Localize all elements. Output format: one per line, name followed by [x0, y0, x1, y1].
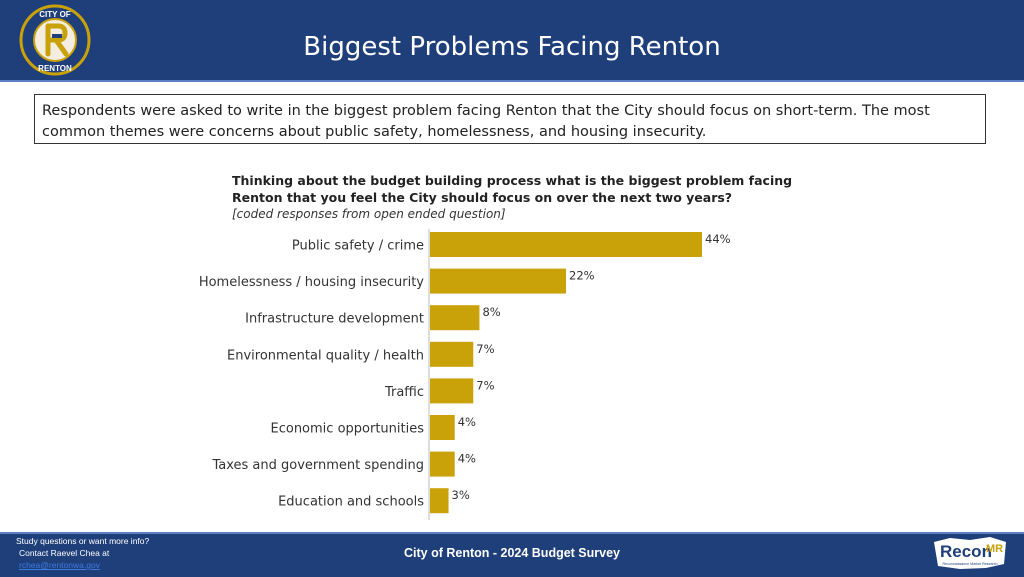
footer-bar	[0, 532, 1024, 577]
contact-line-2: Contact Raevel Chea at	[19, 548, 110, 558]
footer-contact: Study questions or want more info? Conta…	[16, 535, 149, 571]
page-title: Biggest Problems Facing Renton	[303, 32, 721, 62]
data-label: 44%	[705, 232, 731, 246]
brand-name: Recon	[940, 542, 992, 561]
bar	[430, 378, 474, 404]
data-label: 4%	[458, 415, 476, 429]
category-label: Homelessness / housing insecurity	[199, 275, 424, 290]
contact-email-link[interactable]: rchea@rentonwa.gov	[19, 560, 100, 570]
data-label: 7%	[476, 378, 494, 392]
header-bar	[0, 0, 1024, 82]
reconmr-logo: Recon MR Reconnaissance Market Research	[934, 537, 1006, 569]
intro-text: Respondents were asked to write in the b…	[34, 94, 986, 144]
footer-survey-title: City of Renton - 2024 Budget Survey	[403, 546, 620, 560]
category-label: Environmental quality / health	[227, 348, 424, 363]
category-label: Taxes and government spending	[211, 458, 424, 473]
bar	[430, 232, 702, 257]
data-label: 4%	[458, 452, 476, 466]
brand-suffix: MR	[986, 543, 1003, 555]
bar	[430, 415, 455, 440]
question-title: Thinking about the budget building proce…	[232, 173, 793, 205]
contact-line-1: Study questions or want more info?	[16, 536, 150, 546]
category-label: Economic opportunities	[271, 422, 425, 437]
question-subtitle: [coded responses from open ended questio…	[232, 207, 506, 221]
bar-chart: Public safety / crime 44% Homelessness / h…	[199, 229, 731, 520]
data-label: 7%	[476, 342, 494, 356]
category-label: Traffic	[384, 385, 424, 400]
data-label: 3%	[452, 488, 470, 502]
bar	[430, 268, 566, 294]
bar	[430, 341, 474, 367]
city-of-renton-logo: CITY OF RENTON	[19, 4, 91, 76]
bar	[430, 451, 455, 477]
logo-text-top: CITY OF	[39, 10, 71, 19]
data-label: 22%	[569, 269, 595, 283]
category-label: Infrastructure development	[245, 312, 424, 327]
category-label: Education and schools	[278, 495, 424, 510]
bar	[430, 305, 480, 331]
logo-text-bottom: RENTON	[38, 64, 72, 73]
category-label: Public safety / crime	[292, 239, 424, 254]
data-label: 8%	[482, 305, 500, 319]
bar	[430, 488, 449, 514]
brand-tagline: Reconnaissance Market Research	[943, 562, 998, 566]
